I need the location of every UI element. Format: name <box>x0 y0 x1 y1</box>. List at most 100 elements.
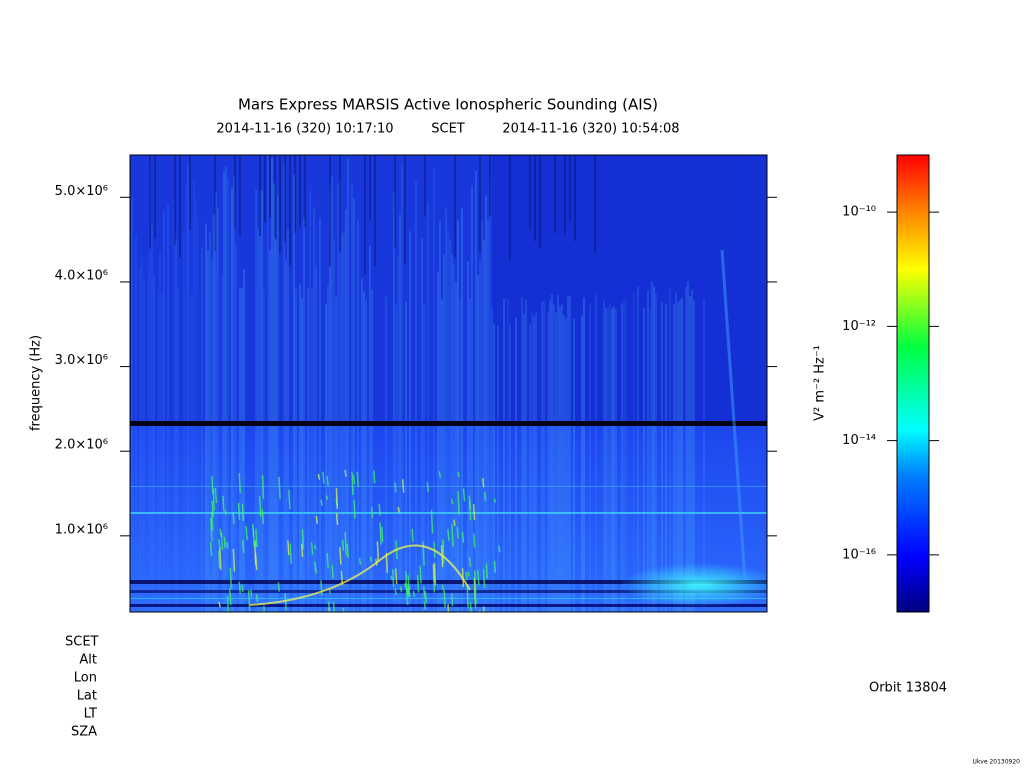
texture <box>370 507 374 518</box>
texture <box>342 607 345 612</box>
texture <box>212 488 215 511</box>
texture <box>372 470 376 484</box>
texture <box>473 589 477 609</box>
texture <box>209 541 213 556</box>
texture <box>416 574 420 593</box>
texture <box>261 475 265 500</box>
texture <box>472 504 476 521</box>
colorbar <box>887 154 939 613</box>
texture <box>450 498 454 505</box>
ephemeris-name: Lon <box>74 671 97 686</box>
texture <box>241 584 244 592</box>
texture <box>245 526 248 541</box>
texture <box>301 529 305 550</box>
texture <box>473 570 477 593</box>
colorbar-tick-label: 10⁻¹⁴ <box>842 433 876 448</box>
texture <box>287 540 290 556</box>
texture <box>247 590 251 612</box>
texture <box>130 486 767 487</box>
texture <box>405 583 409 605</box>
texture <box>211 500 214 518</box>
texture <box>443 589 446 608</box>
texture <box>325 495 329 501</box>
texture <box>450 593 454 606</box>
texture <box>238 581 241 594</box>
texture <box>462 488 466 502</box>
texture <box>232 548 236 572</box>
ephemeris-name: LT <box>84 707 97 722</box>
orbit: Orbit 13804 <box>869 681 947 696</box>
texture <box>326 553 329 568</box>
colorbar-scale <box>896 154 930 613</box>
ephemeris-name: SZA <box>71 725 97 740</box>
texture <box>457 471 460 477</box>
y-tick-label: 2.0×10⁶ <box>55 438 108 453</box>
texture <box>411 528 414 543</box>
texture <box>390 575 393 581</box>
x-axis-label: SCET <box>65 635 99 650</box>
texture <box>419 565 422 584</box>
y-tick-label: 1.0×10⁶ <box>55 522 108 537</box>
footer: Ukve 20130920 <box>972 759 1020 766</box>
texture <box>130 512 767 514</box>
texture <box>232 512 235 524</box>
texture <box>255 594 259 602</box>
texture <box>422 541 425 566</box>
texture <box>477 569 480 586</box>
texture <box>346 543 350 558</box>
texture <box>482 568 486 588</box>
y-tick-label: 3.0×10⁶ <box>55 353 108 368</box>
texture <box>341 539 345 551</box>
y-axis-label: frequency (Hz) <box>29 335 44 431</box>
texture <box>380 526 384 543</box>
texture <box>313 544 317 550</box>
texture <box>238 473 241 493</box>
texture <box>399 586 403 593</box>
texture <box>300 543 304 557</box>
texture <box>219 547 222 570</box>
chart-title: Mars Express MARSIS Active Ionospheric S… <box>238 96 658 114</box>
end-time: 2014-11-16 (320) 10:54:08 <box>502 122 679 137</box>
texture <box>322 471 325 484</box>
texture <box>422 586 426 599</box>
texture <box>222 495 225 512</box>
texture <box>242 540 245 554</box>
texture <box>258 495 262 517</box>
plot-frame <box>129 154 768 613</box>
texture <box>332 601 335 612</box>
texture <box>456 527 460 539</box>
texture <box>394 588 397 596</box>
texture <box>620 563 767 607</box>
texture <box>369 556 373 563</box>
upper-band-right <box>492 155 767 425</box>
texture <box>442 539 445 564</box>
y-tick-label: 5.0×10⁶ <box>55 184 108 199</box>
texture <box>407 587 410 598</box>
texture <box>432 574 436 593</box>
colorbar-tick-label: 10⁻¹⁰ <box>842 205 876 220</box>
texture <box>356 471 360 487</box>
texture <box>438 471 442 478</box>
texture <box>252 526 255 547</box>
texture <box>130 580 767 584</box>
texture <box>130 421 767 426</box>
texture <box>472 533 476 548</box>
texture <box>451 524 454 547</box>
texture <box>249 544 471 606</box>
spectrogram <box>130 155 767 612</box>
texture <box>261 508 265 524</box>
texture <box>250 589 253 598</box>
texture <box>469 602 472 612</box>
colorbar-tick-label: 10⁻¹⁶ <box>842 547 876 562</box>
colorbar-label: V² m⁻² Hz⁻¹ <box>813 345 828 421</box>
texture <box>217 550 221 569</box>
texture <box>353 499 356 519</box>
texture <box>493 560 497 573</box>
texture <box>288 489 291 510</box>
texture <box>277 582 281 592</box>
texture <box>720 249 747 581</box>
texture <box>210 511 214 531</box>
texture <box>219 528 222 538</box>
texture <box>403 583 407 588</box>
